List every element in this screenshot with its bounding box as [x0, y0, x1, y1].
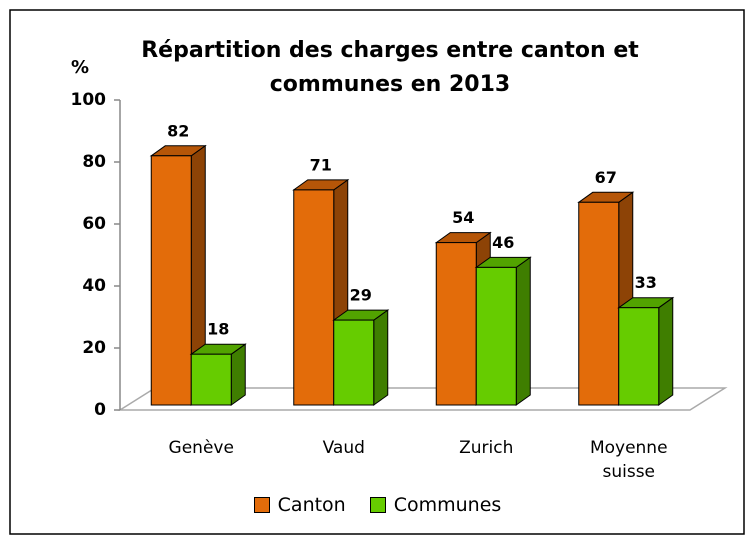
data-label: 33: [635, 273, 657, 292]
legend-item: Communes: [369, 494, 502, 516]
legend-item: Canton: [253, 494, 346, 516]
floor: [117, 387, 728, 411]
data-label: 29: [350, 286, 372, 305]
data-label: 18: [207, 320, 229, 339]
data-label: 71: [310, 155, 332, 174]
legend-swatch: [253, 497, 270, 513]
bar: [332, 309, 390, 406]
data-label: 54: [452, 208, 474, 227]
bar-side: [658, 296, 674, 406]
bar-front: [333, 319, 375, 406]
y-tick-label: 60: [82, 214, 106, 234]
bar-front: [293, 189, 335, 406]
legend: Canton Communes: [0, 494, 755, 516]
data-label: 82: [167, 121, 189, 140]
y-tick-label: 20: [82, 338, 106, 358]
legend-label: Communes: [393, 494, 502, 516]
bar-front: [475, 266, 517, 406]
bar-side: [230, 343, 246, 406]
data-label: 46: [492, 233, 514, 252]
y-tick-label: 80: [82, 152, 106, 172]
data-label: 67: [595, 168, 617, 187]
chart-title: Répartition des charges entre canton et …: [141, 38, 639, 97]
bar: [617, 296, 675, 406]
bar-front: [618, 307, 660, 406]
bar-front: [435, 242, 477, 406]
bar: [189, 343, 247, 406]
x-tick-label: Genève: [168, 438, 234, 458]
bar-side: [515, 256, 531, 406]
x-tick-label: Zurich: [459, 438, 514, 458]
x-tick-label: Moyenne suisse: [589, 438, 668, 482]
y-tick-label: 40: [82, 276, 106, 296]
frame: [9, 9, 745, 535]
bar-side: [373, 309, 389, 406]
bar-front: [578, 201, 620, 406]
y-tick-label: 100: [71, 90, 107, 110]
bar-front: [150, 155, 192, 406]
y-axis-label: %: [71, 57, 89, 78]
legend-swatch: [369, 497, 386, 513]
y-tick-label: 0: [94, 400, 106, 420]
bar-front: [190, 353, 232, 406]
x-tick-label: Vaud: [322, 438, 365, 458]
bar: [474, 256, 532, 406]
legend-label: Canton: [277, 494, 346, 516]
